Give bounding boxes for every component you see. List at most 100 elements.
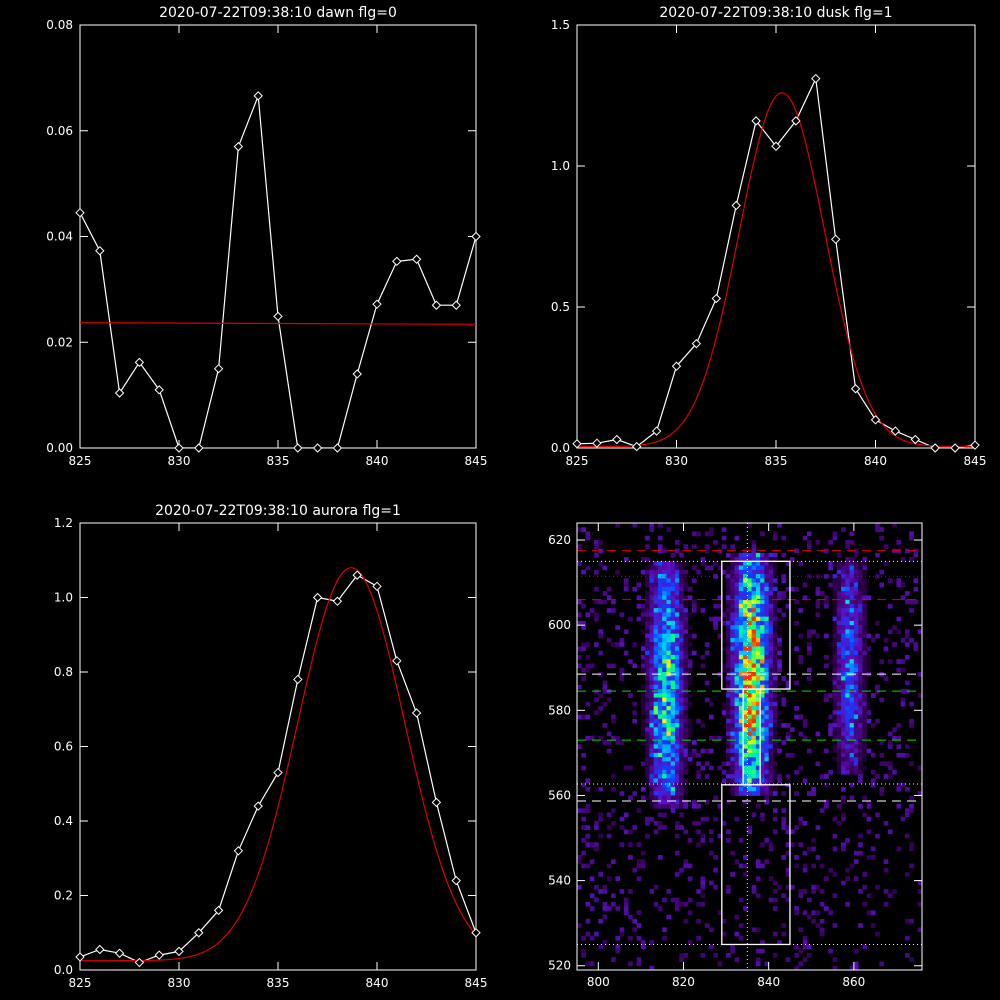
heatmap-cell bbox=[730, 591, 735, 596]
heatmap-cell bbox=[734, 633, 740, 639]
heatmap-cell bbox=[845, 697, 850, 703]
heatmap-cell bbox=[772, 535, 778, 541]
heatmap-cell bbox=[717, 735, 723, 741]
heatmap-cell bbox=[674, 901, 680, 907]
heatmap-cell bbox=[853, 876, 859, 881]
heatmap-cell bbox=[670, 684, 676, 690]
data-point bbox=[950, 443, 960, 453]
heatmap-cell bbox=[743, 616, 748, 622]
heatmap-cell bbox=[751, 723, 757, 728]
heatmap-cell bbox=[670, 714, 676, 720]
heatmap-cell bbox=[896, 786, 902, 792]
heatmap-cell bbox=[721, 761, 727, 767]
heatmap-cell bbox=[743, 582, 748, 588]
heatmap-cell bbox=[751, 774, 757, 779]
heatmap-cell bbox=[640, 697, 646, 703]
heatmap-cell bbox=[679, 744, 684, 750]
heatmap-cell bbox=[845, 684, 850, 690]
heatmap-cell bbox=[653, 740, 659, 745]
heatmap-cell bbox=[828, 910, 833, 916]
heatmap-cell bbox=[670, 748, 676, 754]
heatmap-cell bbox=[623, 897, 629, 903]
heatmap-cell bbox=[577, 808, 582, 813]
heatmap-cell bbox=[777, 637, 782, 643]
heatmap-cell bbox=[862, 599, 868, 605]
heatmap-cell bbox=[824, 574, 829, 579]
heatmap-cell bbox=[679, 727, 684, 732]
heatmap-cell bbox=[755, 608, 761, 613]
heatmap-cell bbox=[738, 569, 744, 575]
heatmap-cell bbox=[674, 565, 680, 571]
heatmap-cell bbox=[662, 735, 667, 741]
heatmap-cell bbox=[747, 569, 753, 575]
heatmap-cell bbox=[760, 676, 765, 681]
heatmap-cell bbox=[764, 637, 770, 643]
heatmap-cell bbox=[734, 714, 740, 720]
heatmap-cell bbox=[594, 821, 599, 826]
heatmap-cell bbox=[772, 616, 778, 622]
heatmap-cell bbox=[598, 816, 603, 822]
heatmap-cell bbox=[645, 625, 650, 630]
heatmap-cell bbox=[606, 663, 612, 669]
heatmap-cell bbox=[577, 654, 582, 660]
heatmap-cell bbox=[836, 748, 842, 754]
heatmap-cell bbox=[836, 608, 842, 613]
heatmap-cell bbox=[768, 637, 774, 643]
heatmap-cell bbox=[853, 731, 859, 737]
heatmap-cell bbox=[649, 693, 655, 698]
heatmap-cell bbox=[581, 527, 586, 532]
heatmap-cell bbox=[747, 727, 753, 732]
heatmap-cell bbox=[679, 650, 684, 656]
heatmap-cell bbox=[772, 931, 778, 937]
heatmap-cell bbox=[734, 723, 740, 728]
heatmap-cell bbox=[730, 616, 735, 622]
heatmap-cell bbox=[738, 935, 744, 941]
heatmap-cell bbox=[832, 603, 838, 609]
heatmap-cell bbox=[841, 710, 846, 715]
heatmap-cell bbox=[798, 714, 804, 720]
heatmap-cell bbox=[781, 723, 787, 728]
heatmap-cell bbox=[751, 595, 757, 601]
heatmap-cell bbox=[760, 569, 765, 575]
heatmap-cell bbox=[802, 863, 808, 869]
heatmap-cell bbox=[836, 633, 842, 639]
y-tick-label: 0.00 bbox=[46, 441, 73, 455]
heatmap-cell bbox=[832, 710, 838, 715]
heatmap-cell bbox=[862, 731, 868, 737]
heatmap-cell bbox=[777, 608, 782, 613]
heatmap-cell bbox=[662, 684, 667, 690]
heatmap-cell bbox=[666, 676, 672, 681]
heatmap-cell bbox=[760, 693, 765, 698]
heatmap-cell bbox=[683, 680, 689, 686]
heatmap-cell bbox=[849, 637, 855, 643]
heatmap-cell bbox=[858, 659, 863, 664]
heatmap-cell bbox=[794, 965, 799, 971]
heatmap-cell bbox=[619, 642, 625, 647]
y-tick-label: 520 bbox=[548, 959, 571, 973]
heatmap-cell bbox=[747, 637, 753, 643]
heatmap-cell bbox=[743, 774, 748, 779]
heatmap-cell bbox=[747, 557, 753, 562]
heatmap-cell bbox=[666, 654, 672, 660]
heatmap-cell bbox=[845, 740, 850, 745]
heatmap-cell bbox=[713, 625, 718, 630]
heatmap-cell bbox=[747, 620, 753, 626]
heatmap-cell bbox=[849, 795, 855, 801]
heatmap-cell bbox=[794, 680, 799, 686]
heatmap-cell bbox=[636, 808, 642, 813]
heatmap-cell bbox=[623, 765, 629, 771]
heatmap-cell bbox=[853, 612, 859, 618]
heatmap-cell bbox=[858, 672, 863, 677]
heatmap-cell bbox=[726, 578, 731, 583]
heatmap-cell bbox=[674, 782, 680, 788]
heatmap-cell bbox=[640, 642, 646, 647]
heatmap-cell bbox=[743, 735, 748, 741]
heatmap-cell bbox=[666, 616, 672, 622]
heatmap-cell bbox=[866, 633, 872, 639]
heatmap-cell bbox=[764, 786, 770, 792]
heatmap-cell bbox=[632, 791, 638, 796]
heatmap-cell bbox=[704, 816, 710, 822]
heatmap-cell bbox=[858, 603, 863, 609]
heatmap-cell bbox=[853, 659, 859, 664]
heatmap-cell bbox=[849, 642, 855, 647]
